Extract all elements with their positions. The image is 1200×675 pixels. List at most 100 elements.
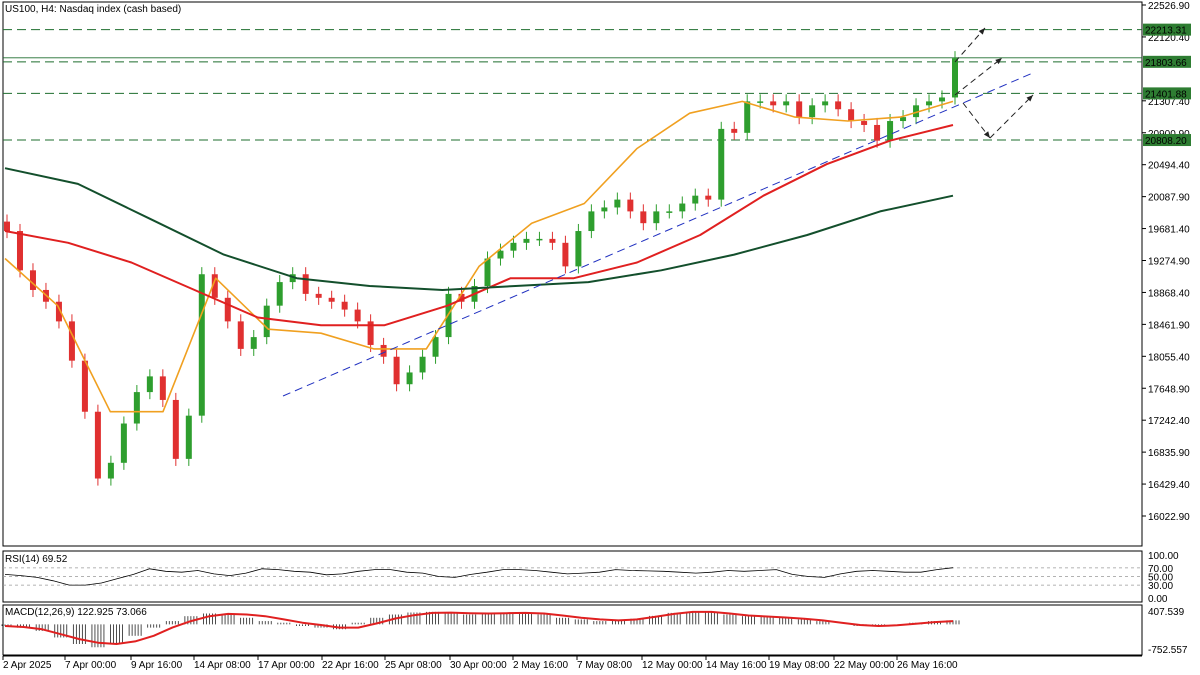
ma-mid-line	[4, 124, 954, 327]
ma-slow-line	[4, 167, 954, 291]
ma-fast-line	[4, 100, 954, 413]
candle-body	[146, 376, 153, 393]
candle-body	[640, 211, 647, 224]
x-tick-label: 2 May 16:00	[513, 660, 568, 671]
candle-body	[289, 274, 296, 283]
candle-body	[913, 105, 920, 118]
y-tick-label: 18055.40	[1148, 352, 1190, 363]
candle-body	[419, 356, 426, 373]
y-tick-label: 18868.40	[1148, 288, 1190, 299]
y-tick-label: 19681.40	[1148, 225, 1190, 236]
candle-body	[549, 238, 556, 243]
candle-body	[172, 399, 179, 459]
candle-body	[809, 105, 816, 118]
candle-body	[185, 415, 192, 459]
x-tick-label: 22 Apr 16:00	[322, 660, 379, 671]
candle-body	[861, 121, 868, 125]
candle-body	[731, 128, 738, 133]
x-tick-label: 7 May 08:00	[577, 660, 632, 671]
x-tick-label: 2 Apr 2025	[3, 660, 52, 671]
macd-label: MACD(12,26,9) 122.925 73.066	[5, 607, 147, 618]
candle-body	[107, 462, 114, 479]
candle-body	[900, 117, 907, 122]
level-price-box	[1143, 23, 1191, 36]
x-tick-label: 19 May 08:00	[769, 660, 830, 671]
projection-arrowhead	[978, 28, 985, 35]
candle-body	[692, 195, 699, 204]
projection-arrowhead	[1026, 95, 1033, 102]
x-tick-label: 17 Apr 00:00	[258, 660, 315, 671]
candle-body	[874, 124, 881, 141]
y-tick-label: 16429.40	[1148, 480, 1190, 491]
candle-body	[55, 301, 62, 322]
rsi-tick-label: 30.00	[1148, 581, 1173, 592]
level-price-box	[1143, 87, 1191, 100]
candle-body	[887, 121, 894, 141]
candle-body	[705, 195, 712, 200]
candle-body	[4, 221, 10, 232]
candle-body	[744, 101, 751, 133]
candle-body	[198, 274, 205, 416]
level-price-box	[1143, 55, 1191, 68]
y-tick-label: 20087.90	[1148, 193, 1190, 204]
candle-body	[328, 297, 335, 302]
y-tick-label: 19274.90	[1148, 257, 1190, 268]
candle-body	[263, 305, 270, 338]
candle-body	[770, 101, 777, 106]
y-tick-label: 22120.40	[1148, 33, 1190, 44]
macd-signal-line	[4, 610, 954, 645]
trendline	[282, 71, 1036, 397]
candle-body	[653, 211, 660, 224]
projection-arrowhead	[995, 58, 1002, 65]
candle-body	[601, 207, 608, 212]
level-price-label: 21401.88	[1145, 89, 1187, 100]
candle-body	[484, 258, 491, 287]
candle-body	[575, 231, 582, 267]
candle-body	[679, 203, 686, 212]
y-tick-label: 21307.40	[1148, 97, 1190, 108]
candle-body	[16, 231, 23, 271]
main-pane-border	[2, 1, 1143, 547]
y-tick-label: 20494.40	[1148, 161, 1190, 172]
candle-body	[536, 238, 543, 241]
candle-body	[302, 274, 309, 294]
candle-body	[757, 101, 764, 103]
candle-body	[159, 376, 166, 400]
candle-body	[588, 211, 595, 232]
candle-body	[354, 309, 361, 322]
x-tick-label: 30 Apr 00:00	[450, 660, 507, 671]
candle-body	[822, 101, 829, 106]
macd-tick-label: -752.557	[1148, 645, 1188, 656]
candle-body	[796, 101, 803, 118]
chart-title: US100, H4: Nasdaq index (cash based)	[5, 4, 182, 15]
projection-arrow-line	[954, 57, 1003, 96]
candle-body	[250, 337, 257, 349]
x-tick-label: 25 Apr 08:00	[385, 660, 442, 671]
candle-body	[926, 101, 933, 106]
y-tick-label: 17648.90	[1148, 384, 1190, 395]
candle-body	[627, 199, 634, 212]
y-tick-label: 22526.90	[1148, 1, 1190, 12]
candle-body	[783, 101, 790, 106]
x-tick-label: 14 Apr 08:00	[194, 660, 251, 671]
candle-body	[393, 356, 400, 385]
candle-body	[211, 274, 218, 298]
macd-pane-border	[2, 604, 1143, 656]
candle-body	[848, 109, 855, 122]
rsi-tick-label: 70.00	[1148, 564, 1173, 575]
candle-body	[68, 321, 75, 361]
candle-body	[380, 344, 387, 357]
x-tick-label: 9 Apr 16:00	[131, 660, 183, 671]
projection-arrow-line	[962, 102, 991, 139]
x-tick-label: 12 May 00:00	[642, 660, 703, 671]
candle-body	[666, 211, 673, 213]
y-tick-label: 17242.40	[1148, 416, 1190, 427]
candle-body	[952, 58, 958, 98]
x-tick-label: 7 Apr 00:00	[65, 660, 117, 671]
candle-body	[315, 293, 322, 298]
x-tick-label: 26 May 16:00	[897, 660, 958, 671]
candle-body	[523, 238, 530, 243]
candle-body	[562, 242, 569, 267]
candle-body	[510, 242, 517, 251]
